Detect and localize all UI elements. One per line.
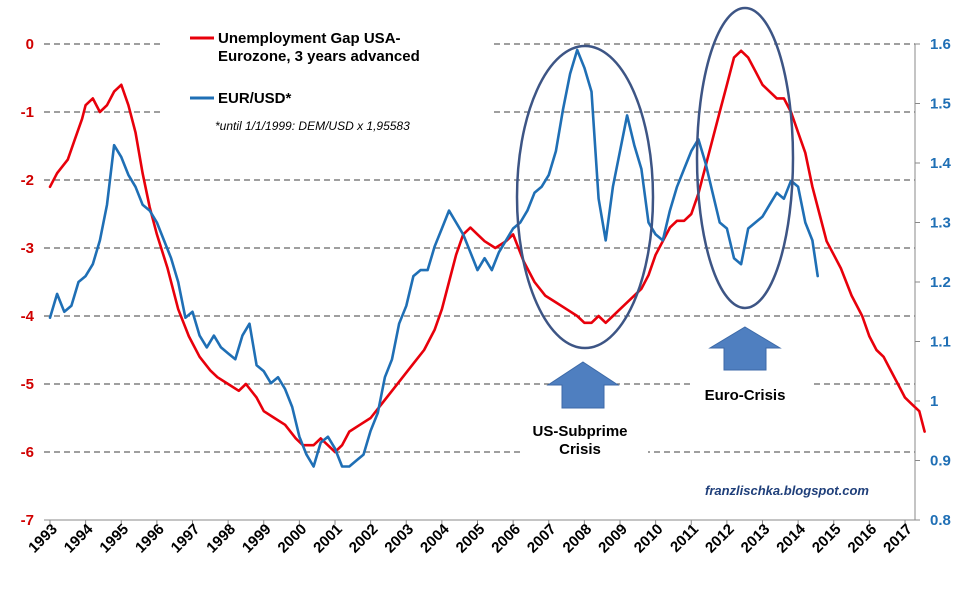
euro-crisis-ellipse: [695, 6, 795, 310]
x-tick-label: 2013: [738, 521, 774, 557]
x-tick-label: 2010: [631, 521, 667, 557]
right-tick-label: 1.2: [930, 274, 951, 291]
left-tick-label: -4: [21, 308, 35, 325]
right-tick-label: 1.6: [930, 36, 951, 53]
euro-crisis-arrow-icon: [708, 326, 782, 371]
left-tick-label: -3: [21, 240, 34, 257]
x-tick-label: 1998: [203, 521, 239, 557]
euro-crisis-label: Euro-Crisis: [705, 387, 786, 404]
right-tick-label: 0.8: [930, 512, 951, 529]
subprime-arrow-icon: [546, 361, 620, 409]
legend: Unemployment Gap USA- Eurozone, 3 years …: [160, 24, 490, 136]
subprime-label-line2: Crisis: [559, 441, 601, 458]
left-tick-label: -2: [21, 172, 34, 189]
right-tick-label: 1.3: [930, 215, 951, 232]
legend-label-eurusd: EUR/USD*: [218, 90, 292, 107]
x-tick-label: 2012: [702, 521, 738, 557]
subprime-crisis-ellipse: [515, 44, 655, 350]
right-axis-ticks: 1.6 1.5 1.4 1.3 1.2 1.1 1 0.9 0.8: [915, 36, 952, 529]
legend-footnote: *until 1/1/1999: DEM/USD x 1,95583: [215, 119, 410, 133]
legend-background: [160, 24, 490, 136]
left-tick-label: -5: [21, 376, 34, 393]
x-tick-label: 2002: [346, 521, 382, 557]
x-tick-label: 2016: [845, 521, 881, 557]
left-tick-label: -1: [21, 104, 34, 121]
x-tick-label: 2001: [310, 521, 346, 557]
x-tick-label: 2000: [275, 521, 311, 557]
right-tick-label: 0.9: [930, 453, 951, 470]
x-tick-label: 1999: [239, 521, 275, 557]
x-tick-label: 1997: [168, 521, 204, 557]
x-tick-label: 2011: [667, 521, 702, 556]
right-tick-label: 1: [930, 393, 938, 410]
x-tick-label: 2014: [773, 520, 809, 556]
left-axis-ticks: 0 -1 -2 -3 -4 -5 -6 -7: [21, 36, 35, 529]
x-tick-label: 2006: [488, 521, 524, 557]
x-axis-ticks: 1993 1994 1995 1996 1997 1998 1999 2000 2001 2002…: [25, 520, 916, 556]
eurusd-series-line: [48, 48, 820, 468]
x-tick-label: 2015: [809, 521, 845, 557]
left-tick-label: 0: [26, 36, 34, 53]
left-tick-label: -7: [21, 512, 34, 529]
right-tick-label: 1.4: [930, 155, 952, 172]
subprime-label-line1: US-Subprime: [532, 423, 627, 440]
legend-label-unemployment-line1: Unemployment Gap USA-: [218, 30, 401, 47]
euro-crisis-label-background: [690, 382, 810, 404]
x-tick-label: 1995: [96, 521, 132, 557]
x-tick-label: 2009: [595, 521, 631, 557]
source-credit: franzlischka.blogspot.com: [705, 483, 869, 498]
x-tick-label: 1994: [61, 520, 97, 556]
x-tick-label: 1996: [132, 521, 168, 557]
x-tick-label: 2003: [381, 521, 417, 557]
legend-label-unemployment-line2: Eurozone, 3 years advanced: [218, 48, 420, 65]
subprime-label-background: [520, 418, 648, 460]
x-tick-label: 2004: [417, 520, 453, 556]
left-tick-label: -6: [21, 444, 34, 461]
x-tick-label: 2008: [560, 521, 596, 557]
right-tick-label: 1.5: [930, 96, 951, 113]
x-tick-label: 2007: [524, 521, 560, 557]
x-tick-label: 2005: [453, 521, 489, 557]
x-tick-label: 2017: [880, 521, 916, 557]
right-tick-label: 1.1: [930, 334, 951, 351]
